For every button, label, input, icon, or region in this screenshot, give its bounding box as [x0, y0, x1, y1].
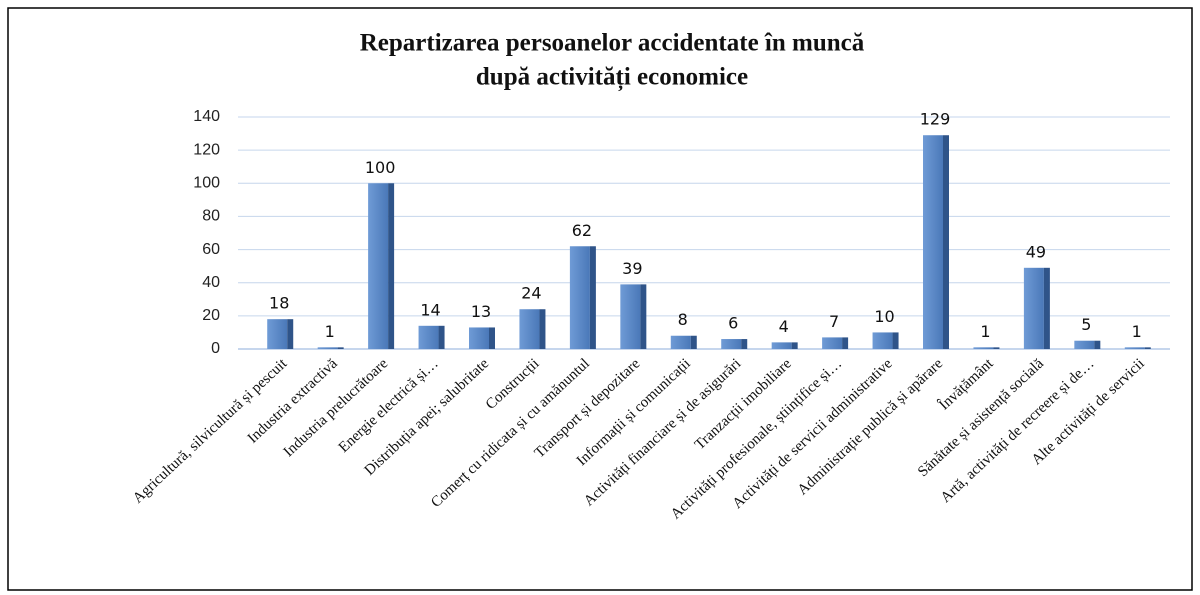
bar-side: [842, 337, 849, 349]
data-label: 13: [471, 302, 491, 321]
y-tick-label: 60: [202, 241, 220, 258]
data-label: 62: [572, 221, 592, 240]
bar-side: [640, 284, 647, 349]
bar-side: [438, 325, 445, 349]
y-tick-label: 0: [211, 340, 220, 357]
y-tick-label: 80: [202, 208, 220, 225]
bar: [1074, 340, 1095, 349]
data-label: 1: [980, 322, 990, 341]
bar-side: [287, 319, 294, 349]
data-label: 49: [1026, 242, 1046, 261]
chart-frame: [7, 7, 1193, 591]
bar-side: [943, 135, 949, 349]
bar: [317, 347, 338, 349]
data-label: 1: [325, 322, 335, 341]
data-label: 10: [874, 307, 894, 326]
y-tick-label: 20: [202, 307, 220, 324]
bar-side: [690, 335, 697, 349]
bar-side: [489, 327, 495, 349]
bar-side: [1144, 347, 1151, 349]
data-label: 8: [678, 310, 688, 329]
data-label: 24: [521, 284, 541, 303]
data-label: 129: [920, 110, 951, 129]
bar-side: [1094, 340, 1101, 349]
data-label: 100: [365, 158, 396, 177]
bar: [771, 342, 792, 349]
data-label: 1: [1132, 322, 1142, 341]
bar: [620, 284, 641, 349]
data-label: 5: [1081, 315, 1091, 334]
bar: [923, 135, 943, 349]
bar-side: [993, 347, 1000, 349]
bar-side: [892, 332, 899, 349]
bar: [822, 337, 843, 349]
data-label: 7: [829, 312, 839, 331]
bar: [569, 246, 590, 349]
bar: [418, 325, 439, 349]
bar: [368, 183, 389, 349]
y-tick-label: 140: [193, 108, 220, 125]
bar-side: [539, 309, 546, 349]
bar: [973, 347, 994, 349]
chart-title: după activități economice: [476, 64, 748, 92]
bar: [519, 309, 540, 349]
bar: [267, 319, 288, 349]
y-tick-label: 100: [193, 175, 220, 192]
data-label: 39: [622, 259, 642, 278]
bar-side: [388, 183, 395, 349]
y-tick-label: 40: [202, 274, 220, 291]
bar: [670, 335, 691, 349]
bar-side: [589, 246, 596, 349]
bar: [721, 339, 742, 349]
bar: [1023, 267, 1044, 349]
data-label: 18: [269, 294, 289, 313]
chart-title: Repartizarea persoanelor accidentate în …: [360, 30, 865, 57]
data-label: 14: [420, 300, 440, 319]
bar: [469, 327, 489, 349]
bar-side: [791, 342, 798, 349]
bar: [872, 332, 893, 349]
bar: [1124, 347, 1145, 349]
bar-side: [1043, 267, 1050, 349]
bar-side: [337, 347, 344, 349]
y-tick-label: 120: [193, 141, 220, 158]
data-label: 4: [779, 317, 789, 336]
bar-side: [741, 339, 748, 349]
data-label: 6: [728, 314, 738, 333]
